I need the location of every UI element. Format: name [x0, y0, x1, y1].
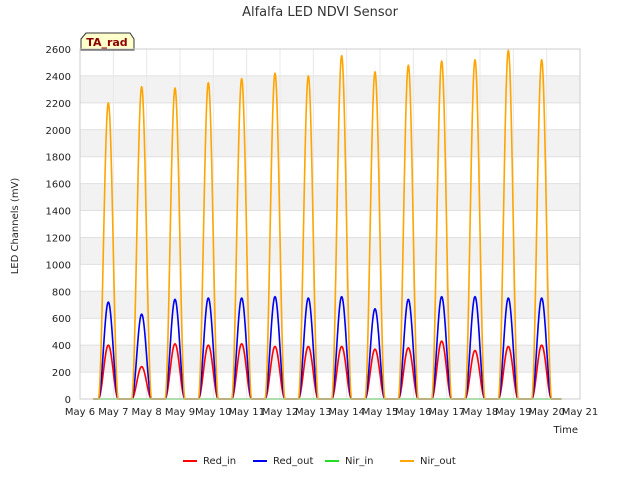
grid-band	[80, 345, 580, 373]
y-tick-label: 2000	[46, 126, 71, 137]
y-tick-label: 1200	[46, 233, 71, 244]
y-axis: 0 200 400 600 800 1000 1200 1400 1600 1800 2000 220…	[46, 45, 71, 406]
y-tick-label: 1600	[46, 180, 71, 191]
ta-rad-badge: TA_rad	[80, 32, 135, 51]
grid-band	[80, 291, 580, 319]
x-tick-label: May 13	[295, 407, 332, 418]
y-tick-label: 1800	[46, 153, 71, 164]
y-tick-label: 400	[52, 341, 71, 352]
x-tick-label: May 19	[495, 407, 532, 418]
y-tick-label: 1000	[46, 260, 71, 271]
x-tick-label: May 11	[228, 407, 265, 418]
x-tick-label: May 12	[262, 407, 299, 418]
grid-band	[80, 237, 580, 265]
legend-label: Red_out	[273, 456, 313, 467]
x-axis-label: Time	[553, 425, 578, 436]
x-tick-label: May 14	[328, 407, 365, 418]
x-tick-label: May 20	[528, 407, 565, 418]
y-tick-label: 1400	[46, 207, 71, 218]
y-tick-label: 600	[52, 314, 71, 325]
x-tick-label: May 7	[98, 407, 128, 418]
grid-bands	[80, 75, 580, 373]
y-tick-label: 0	[65, 395, 71, 406]
legend-label: Nir_out	[420, 456, 456, 467]
x-tick-label: May 18	[462, 407, 499, 418]
legend: Red_in Red_out Nir_in Nir_out	[183, 456, 456, 467]
grid-band	[80, 75, 580, 103]
y-tick-label: 800	[52, 287, 71, 298]
x-tick-label: May 17	[428, 407, 465, 418]
x-tick-label: May 15	[362, 407, 399, 418]
ta-rad-label: TA_rad	[86, 36, 127, 49]
grid-band	[80, 183, 580, 211]
x-tick-label: May 16	[395, 407, 432, 418]
y-tick-label: 2400	[46, 72, 71, 83]
legend-label: Red_in	[203, 456, 236, 467]
legend-label: Nir_in	[345, 456, 374, 467]
x-tick-label: May 6	[65, 407, 95, 418]
chart-title: Alfalfa LED NDVI Sensor	[242, 5, 399, 20]
y-tick-label: 2600	[46, 45, 71, 56]
y-axis-label: LED Channels (mV)	[10, 178, 21, 275]
y-tick-label: 2200	[46, 99, 71, 110]
y-tick-label: 200	[52, 368, 71, 379]
x-tick-label: May 10	[195, 407, 232, 418]
plot-frame	[79, 48, 581, 400]
grid-band	[80, 129, 580, 157]
x-tick-label: May 21	[562, 407, 599, 418]
x-tick-label: May 9	[165, 407, 195, 418]
x-tick-label: May 8	[132, 407, 162, 418]
